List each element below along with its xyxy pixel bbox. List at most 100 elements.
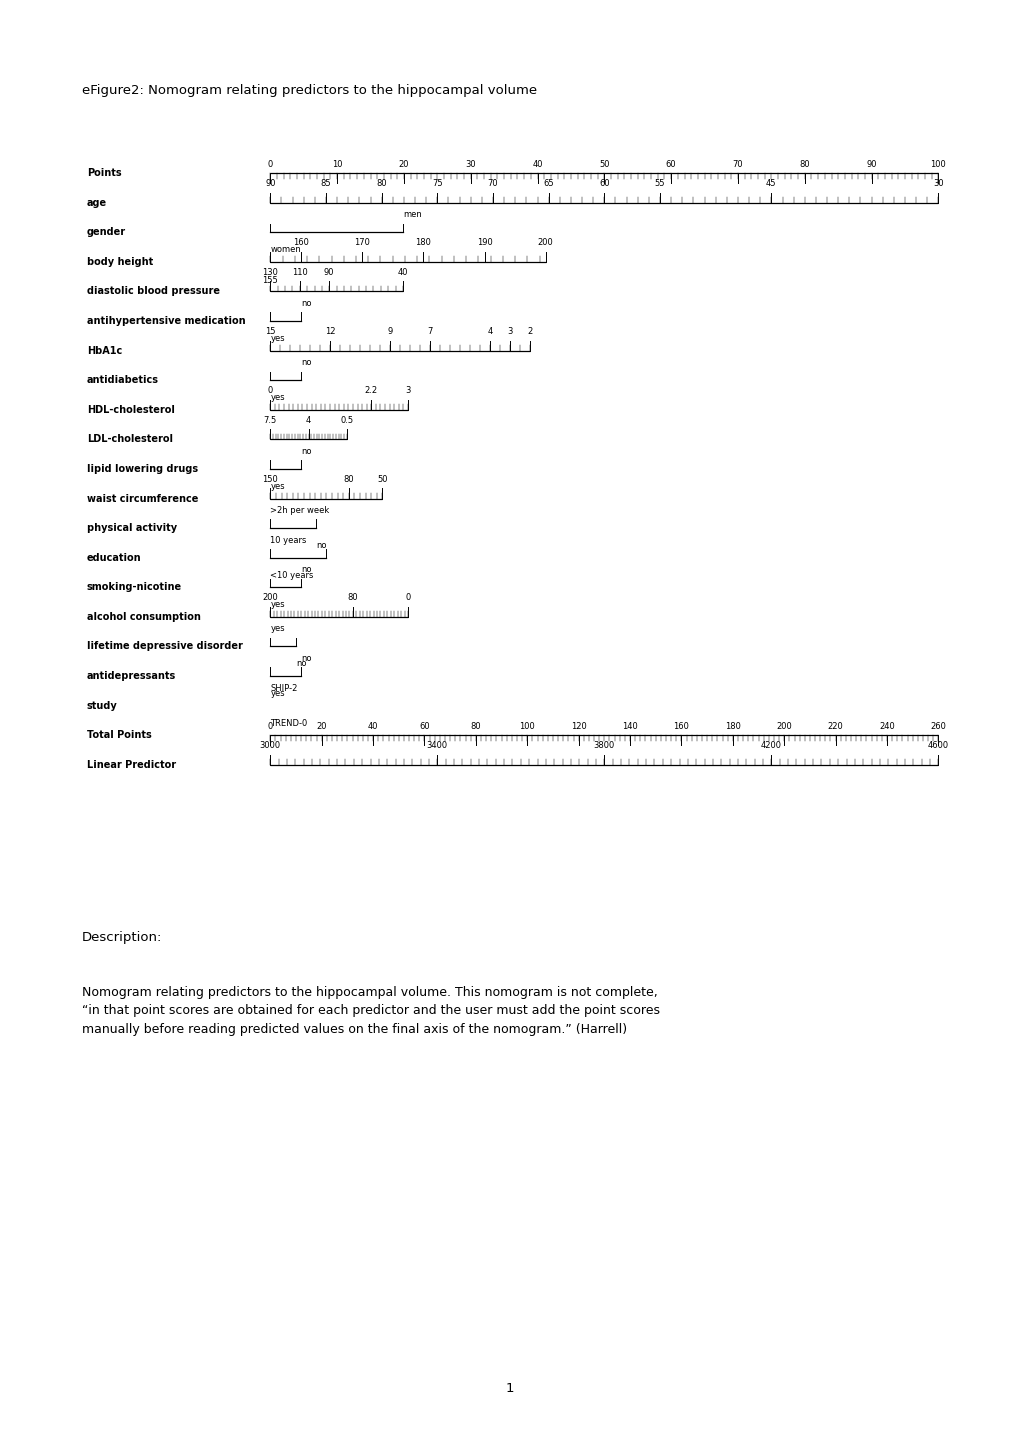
Text: >2h per week: >2h per week [270,506,329,515]
Text: antihypertensive medication: antihypertensive medication [87,316,246,326]
Text: 140: 140 [622,722,637,730]
Text: 100: 100 [519,722,535,730]
Text: 130: 130 [262,268,278,277]
Text: 60: 60 [419,722,429,730]
Text: 260: 260 [929,722,946,730]
Text: 50: 50 [377,475,387,485]
Text: HDL-cholesterol: HDL-cholesterol [87,405,174,414]
Text: 0: 0 [405,593,411,603]
Text: antidiabetics: antidiabetics [87,375,159,385]
Text: 3000: 3000 [260,742,280,750]
Text: 80: 80 [799,160,809,169]
Text: 160: 160 [292,238,309,248]
Text: 45: 45 [765,179,775,189]
Text: yes: yes [270,690,284,698]
Text: yes: yes [270,482,284,491]
Text: <10 years: <10 years [270,571,314,580]
Text: 180: 180 [415,238,431,248]
Text: 3: 3 [507,328,513,336]
Text: 60: 60 [665,160,676,169]
Text: 2.2: 2.2 [365,387,377,395]
Text: yes: yes [270,333,284,343]
Text: age: age [87,198,107,208]
Text: 3400: 3400 [426,742,447,750]
Text: waist circumference: waist circumference [87,494,198,504]
Text: 60: 60 [598,179,609,189]
Text: 40: 40 [397,268,408,277]
Text: 80: 80 [470,722,481,730]
Text: 90: 90 [324,268,334,277]
Text: no: no [301,358,311,368]
Text: 110: 110 [291,268,308,277]
Text: 3800: 3800 [593,742,614,750]
Text: 200: 200 [262,593,278,603]
Text: 75: 75 [432,179,442,189]
Text: 20: 20 [398,160,409,169]
Text: 70: 70 [487,179,498,189]
Text: 40: 40 [532,160,542,169]
Text: 155: 155 [262,277,278,286]
Text: 90: 90 [865,160,876,169]
Text: 65: 65 [543,179,553,189]
Text: diastolic blood pressure: diastolic blood pressure [87,287,219,296]
Text: no: no [301,299,311,309]
Text: 1: 1 [505,1381,514,1395]
Text: lifetime depressive disorder: lifetime depressive disorder [87,642,243,651]
Text: 0: 0 [267,160,273,169]
Text: 180: 180 [725,722,740,730]
Text: 240: 240 [878,722,894,730]
Text: 200: 200 [537,238,553,248]
Text: 150: 150 [262,475,278,485]
Text: 220: 220 [827,722,843,730]
Text: 0.5: 0.5 [340,416,353,424]
Text: eFigure2: Nomogram relating predictors to the hippocampal volume: eFigure2: Nomogram relating predictors t… [82,84,536,97]
Text: yes: yes [270,600,284,609]
Text: 10: 10 [331,160,342,169]
Text: TREND-0: TREND-0 [270,719,308,727]
Text: yes: yes [270,625,284,633]
Text: Description:: Description: [82,931,162,944]
Text: 2: 2 [527,328,533,336]
Text: 0: 0 [267,722,273,730]
Text: yes: yes [270,394,284,403]
Text: HbA1c: HbA1c [87,346,122,355]
Text: education: education [87,553,142,563]
Text: 12: 12 [325,328,335,336]
Text: body height: body height [87,257,153,267]
Text: alcohol consumption: alcohol consumption [87,612,201,622]
Text: 55: 55 [654,179,664,189]
Text: Linear Predictor: Linear Predictor [87,760,175,769]
Text: 4: 4 [487,328,492,336]
Text: Total Points: Total Points [87,730,151,740]
Text: no: no [301,654,311,664]
Text: 7: 7 [427,328,433,336]
Text: women: women [270,245,301,254]
Text: no: no [301,566,311,574]
Text: 30: 30 [932,179,943,189]
Text: study: study [87,701,117,710]
Text: 70: 70 [732,160,743,169]
Text: 170: 170 [354,238,370,248]
Text: men: men [403,211,421,219]
Text: physical activity: physical activity [87,524,176,532]
Text: 4: 4 [306,416,311,424]
Text: 200: 200 [775,722,792,730]
Text: LDL-cholesterol: LDL-cholesterol [87,434,172,444]
Text: 30: 30 [465,160,476,169]
Text: no: no [301,447,311,456]
Text: Nomogram relating predictors to the hippocampal volume. This nomogram is not com: Nomogram relating predictors to the hipp… [82,986,659,1036]
Text: SHIP-2: SHIP-2 [270,684,298,693]
Text: 80: 80 [343,475,354,485]
Text: 50: 50 [598,160,609,169]
Text: 4200: 4200 [760,742,782,750]
Text: 0: 0 [267,387,273,395]
Text: antidepressants: antidepressants [87,671,176,681]
Text: 40: 40 [368,722,378,730]
Text: 15: 15 [265,328,275,336]
Text: 20: 20 [316,722,327,730]
Text: 100: 100 [929,160,946,169]
Text: no: no [316,541,326,550]
Text: no: no [296,659,306,668]
Text: 80: 80 [376,179,386,189]
Text: Points: Points [87,169,121,177]
